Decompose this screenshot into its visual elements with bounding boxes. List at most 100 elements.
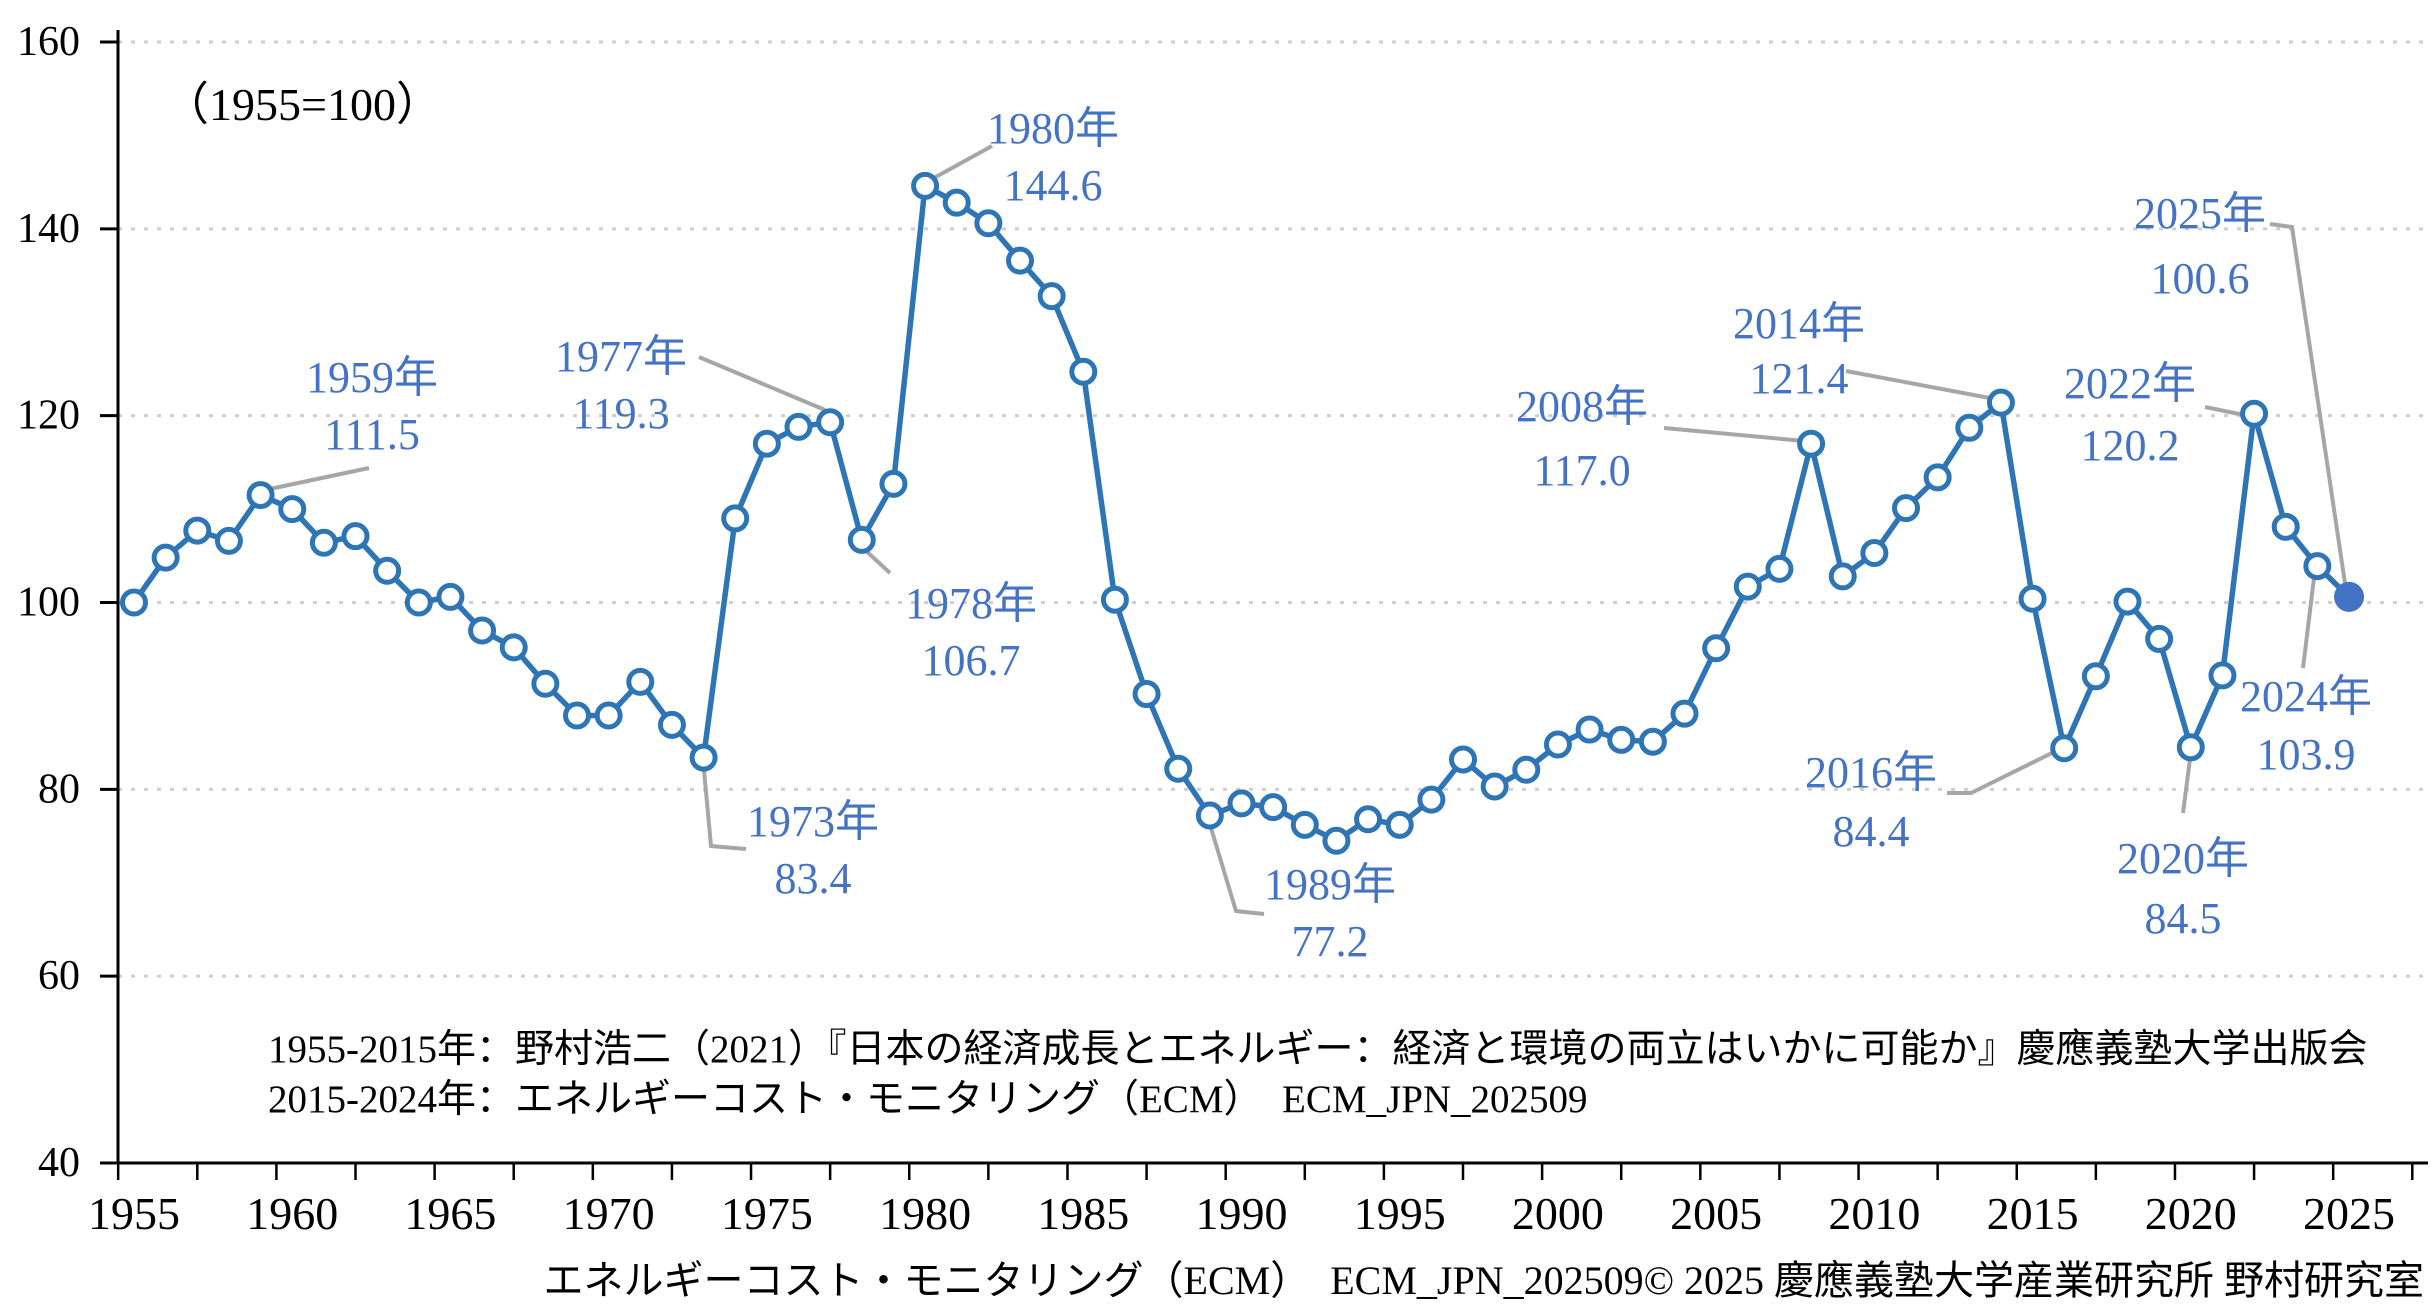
data-point-2018 [2113,587,2142,616]
x-axis-label-1960: 1960 [246,1188,338,1239]
leader-line-1989 [1209,827,1265,916]
data-point-1986 [1100,585,1129,614]
annotation-year-2016: 2016年 [1805,748,1937,797]
data-point-1962 [341,522,370,551]
data-point-2002 [1607,725,1636,754]
leader-line-1959 [264,466,370,492]
annotation-value-1973: 83.4 [775,854,852,903]
data-point-1965 [436,582,465,611]
data-point-2023 [2271,512,2300,541]
data-point-1997 [1449,745,1478,774]
leader-line-1977 [698,355,826,412]
data-point-1983 [1006,246,1035,275]
y-axis-label-100: 100 [17,580,80,626]
data-point-1995 [1385,810,1414,839]
leader-line-2024 [2301,577,2316,669]
leader-line-2014 [1845,369,1996,401]
data-point-1982 [974,209,1003,238]
data-point-2001 [1575,715,1604,744]
data-point-1998 [1480,772,1509,801]
data-point-1975 [752,429,781,458]
data-point-1981 [942,188,971,217]
leader-line-2020 [2181,758,2192,814]
annotation-value-1978: 106.7 [922,636,1021,685]
x-axis-label-1970: 1970 [563,1188,655,1239]
x-axis-label-2020: 2020 [2145,1188,2237,1239]
data-point-2000 [1543,730,1572,759]
data-point-1989 [1195,801,1224,830]
x-axis-label-1995: 1995 [1354,1188,1446,1239]
data-point-2021 [2208,661,2237,690]
data-point-1963 [373,556,402,585]
data-point-1999 [1512,755,1541,784]
annotation-value-1989: 77.2 [1292,917,1369,966]
data-point-1988 [1164,754,1193,783]
x-axis-label-2015: 2015 [1987,1188,2079,1239]
annotation-year-2008: 2008年 [1516,382,1648,431]
x-axis-label-1965: 1965 [404,1188,496,1239]
data-point-1957 [183,516,212,545]
series-line [131,183,2352,844]
y-axis-label-80: 80 [38,766,80,812]
x-axis-label-2010: 2010 [1828,1188,1920,1239]
data-point-1971 [626,667,655,696]
source-line-2: 2015-2024年：エネルギーコスト・モニタリング（ECM） ECM_JPN_… [268,1078,1588,1121]
x-axis-label-2025: 2025 [2303,1188,2395,1239]
data-point-2022 [2240,399,2269,428]
data-point-1958 [214,526,243,555]
leader-line-2016 [1947,748,2059,795]
annotation-year-1973: 1973年 [747,797,879,846]
annotation-year-2022: 2022年 [2064,359,2196,408]
annotation-value-2014: 121.4 [1750,354,1849,403]
annotation-year-1959: 1959年 [306,353,438,402]
source-line-1: 1955-2015年：野村浩二（2021）『日本の経済成長とエネルギー：経済と環… [268,1028,2368,1071]
data-point-2004 [1670,699,1699,728]
annotation-value-1977: 119.3 [572,389,669,438]
data-point-1994 [1354,805,1383,834]
x-axis-label-1980: 1980 [879,1188,971,1239]
data-point-1987 [1132,680,1161,709]
leader-line-1980 [931,144,993,181]
annotation-year-1980: 1980年 [987,104,1119,153]
data-point-1961 [309,528,338,557]
data-point-2003 [1638,727,1667,756]
data-point-1996 [1417,785,1446,814]
data-point-2014 [1986,388,2015,417]
annotation-year-2025: 2025年 [2134,189,2266,238]
y-axis-label-40: 40 [38,1140,80,1186]
data-point-1985 [1069,357,1098,386]
data-point-1978 [847,525,876,554]
x-axis-label-1975: 1975 [721,1188,813,1239]
data-point-2017 [2081,662,2110,691]
annotation-value-2024: 103.9 [2257,730,2356,779]
data-point-1966 [468,616,497,645]
annotation-year-2020: 2020年 [2117,834,2249,883]
annotation-value-2020: 84.5 [2145,894,2222,943]
data-point-2009 [1828,562,1857,591]
data-point-1976 [784,412,813,441]
data-point-1960 [278,495,307,524]
data-point-1990 [1227,789,1256,818]
x-axis-label-2005: 2005 [1670,1188,1762,1239]
data-point-1967 [499,633,528,662]
data-point-2012 [1923,463,1952,492]
annotation-year-2014: 2014年 [1733,299,1865,348]
annotation-value-2025: 100.6 [2151,254,2250,303]
y-axis-label-140: 140 [17,206,80,252]
y-axis-label-60: 60 [38,953,80,999]
leader-line-2022 [2204,405,2245,417]
data-point-2013 [1955,413,1984,442]
x-axis-label-1990: 1990 [1196,1188,1288,1239]
data-point-2011 [1892,494,1921,523]
data-point-1959 [246,481,275,510]
data-point-1955 [120,588,148,617]
index-note: （1955=100） [163,79,442,130]
data-point-1969 [563,701,592,730]
data-point-2008 [1797,429,1826,458]
data-point-1993 [1322,826,1351,855]
x-axis-label-1985: 1985 [1037,1188,1129,1239]
data-point-2020 [2176,733,2205,762]
data-point-1964 [404,588,433,617]
